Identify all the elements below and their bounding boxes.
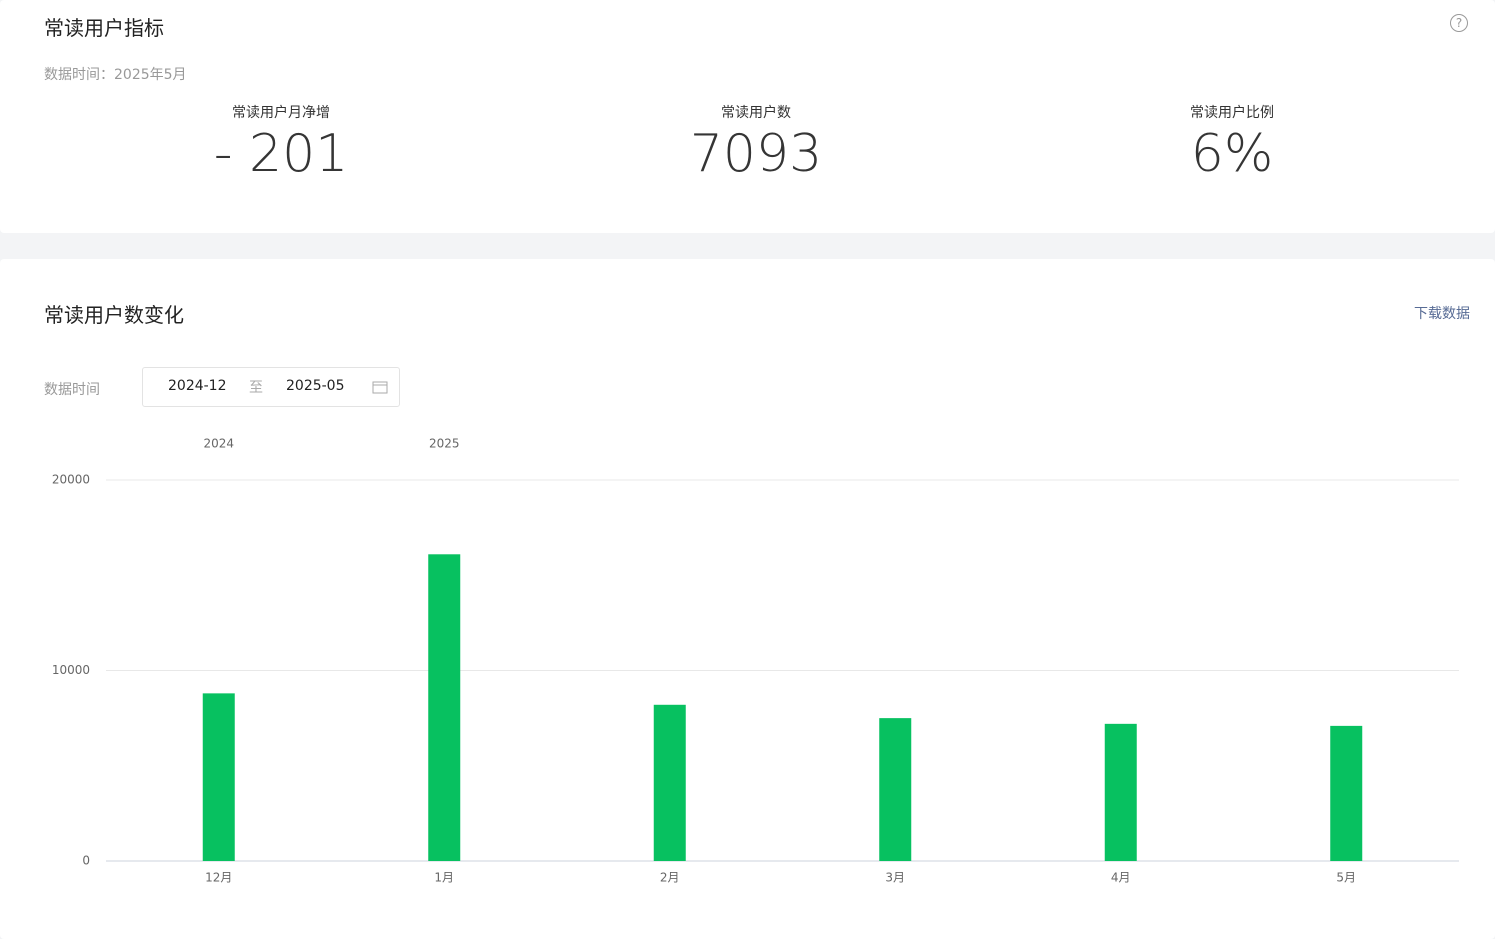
filter-label: 数据时间 bbox=[44, 382, 100, 398]
x-tick-label: 3月 bbox=[885, 871, 905, 885]
chart-card: 常读用户数变化 下载数据 数据时间 2024-12 至 2025-05 bbox=[0, 259, 1495, 939]
metric-value: - 201 bbox=[213, 124, 349, 184]
bar bbox=[202, 693, 235, 861]
y-tick-label: 20000 bbox=[52, 473, 90, 487]
metric-value: 7093 bbox=[689, 124, 823, 184]
y-tick-label: 10000 bbox=[52, 663, 90, 677]
metric-label: 常读用户数 bbox=[721, 105, 791, 121]
bar bbox=[653, 704, 686, 861]
help-icon[interactable]: ? bbox=[1450, 14, 1468, 32]
section-title: 常读用户数变化 bbox=[44, 303, 184, 327]
metric-label: 常读用户月净增 bbox=[232, 105, 330, 121]
start-date: 2024-12 bbox=[168, 378, 227, 394]
bar bbox=[1330, 725, 1363, 861]
bar bbox=[428, 554, 461, 861]
download-link[interactable]: 下载数据 bbox=[1414, 306, 1470, 322]
bar bbox=[1104, 723, 1137, 861]
chart: 0 10000 20000 12月 2024 1月 2025 2月 3月 4月 5月 bbox=[52, 437, 1459, 885]
y-tick-label: 0 bbox=[82, 854, 90, 868]
card-title: 常读用户指标 bbox=[44, 16, 164, 40]
metric-label: 常读用户比例 bbox=[1190, 105, 1274, 121]
x-tick-label: 2月 bbox=[660, 871, 680, 885]
x-tick-label: 4月 bbox=[1111, 871, 1131, 885]
metrics-card: 常读用户指标 ? 数据时间：2025年5月 常读用户月净增 - 201 常读用户… bbox=[0, 0, 1495, 233]
year-label: 2025 bbox=[429, 437, 460, 451]
metric-value: 6% bbox=[1190, 124, 1274, 184]
x-tick-label: 12月 bbox=[205, 871, 232, 885]
end-date: 2025-05 bbox=[286, 378, 345, 394]
range-separator: 至 bbox=[249, 380, 263, 396]
calendar-icon bbox=[372, 381, 388, 394]
date-range-picker[interactable]: 2024-12 至 2025-05 bbox=[142, 367, 400, 407]
x-tick-label: 5月 bbox=[1336, 871, 1356, 885]
year-label: 2024 bbox=[203, 437, 234, 451]
date-label: 数据时间：2025年5月 bbox=[44, 67, 187, 83]
bar bbox=[879, 718, 912, 861]
x-tick-label: 1月 bbox=[434, 871, 454, 885]
